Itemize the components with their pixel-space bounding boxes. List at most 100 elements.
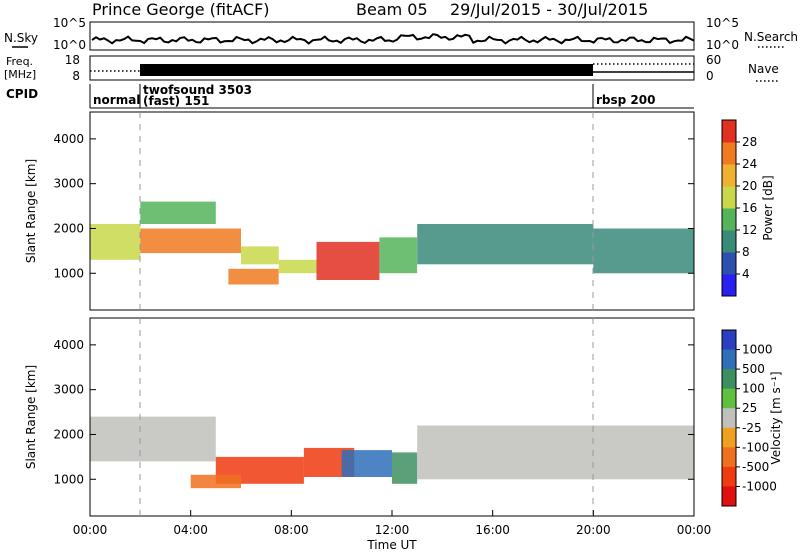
power-ytick-label-3: 4000 [53, 132, 84, 146]
velocity-colorbar-swatch-4 [722, 408, 736, 429]
power-colorbar-tick-label-6: 28 [742, 135, 757, 149]
power-colorbar: 4 8 12 16 20 24 28 [722, 120, 757, 297]
power-echo-region-0 [90, 224, 141, 260]
power-colorbar-frame [721, 119, 737, 297]
velocity-ytick-label-2: 3000 [53, 383, 84, 397]
time-tick-label-4: 16:00 [475, 523, 510, 537]
freq-label-line1: Freq. [6, 55, 33, 68]
power-colorbar-swatch-6 [722, 142, 736, 165]
power-colorbar-swatch-3 [722, 208, 736, 231]
velocity-colorbar-swatch-2 [722, 369, 736, 390]
time-tick-label-2: 08:00 [274, 523, 309, 537]
beam-label: Beam 05 [356, 0, 428, 19]
velocity-colorbar-tick-label-3: 25 [742, 401, 757, 415]
velocity-colorbar-tick-label-0: 1000 [742, 343, 773, 357]
velocity-colorbar-swatch-1 [722, 349, 736, 370]
velocity-ytick-label-3: 4000 [53, 338, 84, 352]
power-colorbar-tick-label-0: 4 [742, 267, 750, 281]
velocity-colorbar-swatch-8 [722, 486, 736, 507]
velocity-colorbar-swatch-5 [722, 427, 736, 448]
freq-tick-left-top: 18 [65, 53, 80, 67]
power-ytick-label-0: 1000 [53, 266, 84, 280]
freq-tick-left-bottom: 8 [72, 69, 80, 83]
time-tick-label-6: 00:00 [677, 523, 712, 537]
power-colorbar-swatch-4 [722, 186, 736, 209]
velocity-colorbar-label: Velocity [m s⁻¹] [769, 371, 783, 464]
time-axis-label: Time UT [366, 538, 417, 552]
velocity-colorbar-swatch-7 [722, 466, 736, 487]
noise-tick-left-bottom: 10^0 [53, 38, 86, 52]
velocity-colorbar-tick-label-4: -25 [742, 421, 762, 435]
power-echo-region-3 [228, 268, 279, 285]
noise-sky-trace [91, 33, 695, 45]
cpid-twofsound-fast: (fast) 151 [143, 94, 209, 108]
velocity-yaxis: 1000 2000 3000 4000 [53, 338, 694, 486]
power-panel-frame [89, 111, 695, 311]
power-colorbar-tick-label-2: 12 [742, 223, 757, 237]
velocity-echo-region-6 [417, 425, 694, 480]
noise-tick-left-top: 10^5 [53, 16, 86, 30]
time-tick-label-3: 12:00 [375, 523, 410, 537]
velocity-echo-region-2 [190, 474, 241, 489]
power-colorbar-tick-label-1: 8 [742, 245, 750, 259]
power-heatmap [90, 201, 694, 285]
power-echo-region-6 [316, 241, 380, 280]
noise-sky-label: N.Sky [4, 31, 38, 45]
power-echo-region-4 [241, 246, 279, 265]
noise-tick-right-top: 10^5 [706, 16, 739, 30]
velocity-colorbar: 1000 500 100 25 -25 -100 -500 -1000 [722, 330, 777, 507]
velocity-colorbar-frame [721, 329, 737, 507]
velocity-ytick-label-0: 1000 [53, 472, 84, 486]
power-colorbar-tick-label-3: 16 [742, 201, 757, 215]
noise-strip-frame [89, 21, 695, 51]
power-colorbar-swatch-1 [722, 252, 736, 275]
power-ytick-label-1: 2000 [53, 221, 84, 235]
freq-tick-right-bottom: 0 [706, 69, 714, 83]
velocity-ytick-label-1: 2000 [53, 427, 84, 441]
power-echo-region-9 [593, 228, 694, 274]
cpid-twofsound: twofsound 3503 [143, 83, 252, 97]
cpid-label: CPID [6, 87, 38, 101]
station-title: Prince George (fitACF) [92, 0, 270, 19]
noise-search-label: N.Search [744, 30, 798, 44]
velocity-echo-region-4 [341, 450, 392, 477]
power-ytick-label-2: 3000 [53, 177, 84, 191]
power-yaxis: 1000 2000 3000 4000 [53, 132, 694, 280]
time-tick-label-0: 00:00 [73, 523, 108, 537]
noise-tick-right-bottom: 10^0 [706, 38, 739, 52]
power-echo-region-8 [417, 224, 594, 265]
time-tick-label-1: 04:00 [173, 523, 208, 537]
freq-tick-right-top: 60 [706, 53, 721, 67]
power-echo-region-5 [278, 259, 317, 274]
power-colorbar-swatch-2 [722, 230, 736, 253]
velocity-colorbar-swatch-3 [722, 388, 736, 409]
velocity-ylabel: Slant Range [km] [24, 365, 38, 469]
cpid-rbsp: rbsp 200 [596, 93, 655, 107]
power-colorbar-swatch-7 [722, 120, 736, 143]
velocity-colorbar-tick-label-5: -100 [742, 440, 769, 454]
freq-label-line2: [MHz] [4, 68, 36, 81]
velocity-echo-region-0 [90, 416, 216, 462]
time-tick-label-5: 20:00 [576, 523, 611, 537]
freq-nave-block [140, 64, 593, 76]
date-range: 29/Jul/2015 - 30/Jul/2015 [450, 0, 648, 19]
power-colorbar-swatch-0 [722, 274, 736, 297]
power-colorbar-label: Power [dB] [761, 175, 775, 240]
power-echo-region-1 [140, 228, 241, 254]
time-axis: 00:00 04:00 08:00 12:00 16:00 20:00 00:00 [73, 510, 712, 537]
power-echo-region-2 [140, 201, 216, 224]
cpid-normal: normal [93, 93, 140, 107]
nave-label: Nave [748, 62, 779, 76]
power-colorbar-tick-label-5: 24 [742, 157, 757, 171]
velocity-colorbar-tick-label-2: 100 [742, 382, 765, 396]
velocity-colorbar-swatch-0 [722, 330, 736, 351]
velocity-colorbar-tick-label-6: -500 [742, 460, 769, 474]
freq-strip-frame [89, 55, 695, 81]
power-ylabel: Slant Range [km] [24, 159, 38, 263]
velocity-colorbar-tick-label-7: -1000 [742, 479, 777, 493]
velocity-echo-region-5 [392, 452, 418, 484]
power-echo-region-7 [379, 237, 418, 274]
velocity-heatmap [90, 416, 694, 489]
velocity-colorbar-swatch-6 [722, 447, 736, 468]
